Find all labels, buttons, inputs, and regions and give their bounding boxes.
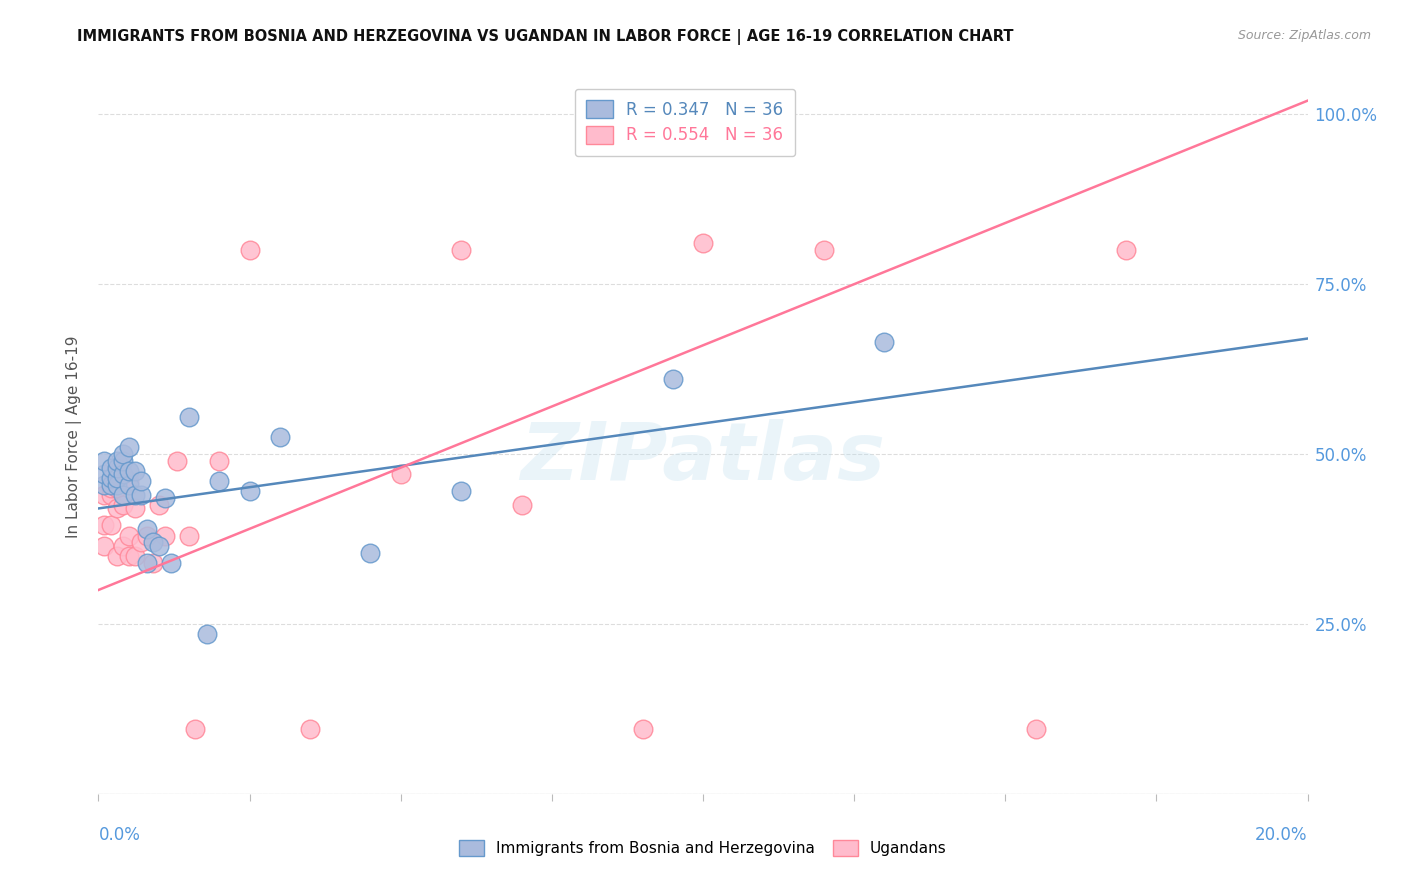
Point <box>111 467 134 482</box>
Point <box>299 723 322 737</box>
Point <box>208 475 231 489</box>
Text: IMMIGRANTS FROM BOSNIA AND HERZEGOVINA VS UGANDAN IN LABOR FORCE | AGE 16-19 COR: IMMIGRANTS FROM BOSNIA AND HERZEGOVINA V… <box>77 29 1014 45</box>
Point <box>100 477 122 491</box>
Point <box>111 498 134 512</box>
Point <box>360 546 382 560</box>
Point <box>105 501 128 516</box>
Point <box>450 243 472 257</box>
Point <box>100 481 122 495</box>
Text: Source: ZipAtlas.com: Source: ZipAtlas.com <box>1237 29 1371 42</box>
Point <box>118 464 141 478</box>
Point <box>1024 723 1046 737</box>
Point <box>142 556 165 570</box>
Point <box>111 539 134 553</box>
Point <box>160 556 183 570</box>
Legend: Immigrants from Bosnia and Herzegovina, Ugandans: Immigrants from Bosnia and Herzegovina, … <box>453 834 953 862</box>
Point <box>389 467 412 482</box>
Point <box>148 498 170 512</box>
Point <box>661 372 683 386</box>
Point <box>208 454 231 468</box>
Point <box>179 409 201 424</box>
Point <box>124 549 146 563</box>
Text: ZIPatlas: ZIPatlas <box>520 419 886 498</box>
Point <box>124 501 146 516</box>
Point <box>510 498 533 512</box>
Point <box>166 454 188 468</box>
Point <box>135 528 157 542</box>
Point <box>129 535 152 549</box>
Point <box>873 334 896 349</box>
Point <box>118 475 141 489</box>
Point <box>118 440 141 454</box>
Text: 20.0%: 20.0% <box>1256 826 1308 844</box>
Point <box>153 491 176 506</box>
Point <box>195 627 218 641</box>
Point <box>105 477 128 491</box>
Point <box>1115 243 1137 257</box>
Point <box>148 539 170 553</box>
Point <box>631 723 654 737</box>
Point <box>111 488 134 502</box>
Point <box>105 471 128 485</box>
Point <box>118 549 141 563</box>
Point <box>124 488 146 502</box>
Y-axis label: In Labor Force | Age 16-19: In Labor Force | Age 16-19 <box>66 335 83 539</box>
Point <box>153 528 176 542</box>
Point <box>93 488 115 502</box>
Point <box>105 467 128 482</box>
Point <box>129 475 152 489</box>
Point <box>100 460 122 475</box>
Point <box>118 528 141 542</box>
Point <box>100 518 122 533</box>
Point <box>184 723 207 737</box>
Point <box>239 243 262 257</box>
Point <box>105 460 128 475</box>
Point <box>135 522 157 536</box>
Text: 0.0%: 0.0% <box>98 826 141 844</box>
Point <box>105 549 128 563</box>
Point <box>239 484 262 499</box>
Point <box>100 488 122 502</box>
Point <box>450 484 472 499</box>
Point <box>124 464 146 478</box>
Point <box>692 236 714 251</box>
Point <box>93 467 115 482</box>
Point <box>129 488 152 502</box>
Point <box>111 454 134 468</box>
Point <box>111 447 134 461</box>
Point <box>93 518 115 533</box>
Point <box>105 481 128 495</box>
Point <box>179 528 201 542</box>
Point <box>813 243 835 257</box>
Point <box>269 430 291 444</box>
Point <box>135 556 157 570</box>
Point <box>93 477 115 491</box>
Point <box>100 471 122 485</box>
Point <box>93 539 115 553</box>
Point <box>105 454 128 468</box>
Point <box>142 535 165 549</box>
Legend: R = 0.347   N = 36, R = 0.554   N = 36: R = 0.347 N = 36, R = 0.554 N = 36 <box>575 88 794 156</box>
Point <box>118 477 141 491</box>
Point <box>93 454 115 468</box>
